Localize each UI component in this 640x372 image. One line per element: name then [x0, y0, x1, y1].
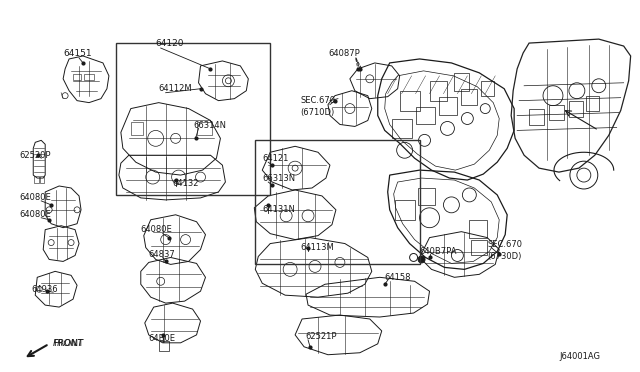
Bar — [116, 43, 270, 195]
Text: 64121: 64121 — [262, 154, 289, 163]
Bar — [255, 140, 420, 264]
Text: 64112M: 64112M — [159, 84, 193, 93]
Text: SEC.670: SEC.670 — [300, 96, 335, 105]
Text: 64120: 64120 — [156, 39, 184, 48]
Text: 64936: 64936 — [31, 285, 58, 294]
Text: 64158: 64158 — [385, 273, 412, 282]
Text: 66313N: 66313N — [262, 174, 296, 183]
Text: 66314N: 66314N — [193, 121, 227, 130]
Text: 64113M: 64113M — [300, 243, 334, 252]
Text: (6710D): (6710D) — [300, 108, 334, 117]
Text: 64080E: 64080E — [19, 193, 51, 202]
Text: 64151: 64151 — [63, 48, 92, 58]
Text: 640B7PA: 640B7PA — [420, 247, 457, 256]
Text: FRONT: FRONT — [53, 339, 84, 348]
Text: 64087P: 64087P — [328, 48, 360, 58]
Text: 62521P: 62521P — [305, 332, 337, 341]
Text: (6730D): (6730D) — [487, 252, 522, 261]
Text: 64080E: 64080E — [19, 210, 51, 219]
Text: SEC.670: SEC.670 — [487, 240, 522, 249]
Text: 64131N: 64131N — [262, 205, 295, 214]
Text: 64080E: 64080E — [141, 225, 173, 234]
Text: 64837: 64837 — [148, 250, 175, 259]
Text: 64B0E: 64B0E — [148, 334, 176, 343]
Text: 64132: 64132 — [173, 179, 199, 187]
Circle shape — [418, 256, 425, 263]
Text: FRONT: FRONT — [53, 339, 84, 348]
Text: 62520P: 62520P — [19, 151, 51, 160]
Text: J64001AG: J64001AG — [559, 352, 600, 361]
